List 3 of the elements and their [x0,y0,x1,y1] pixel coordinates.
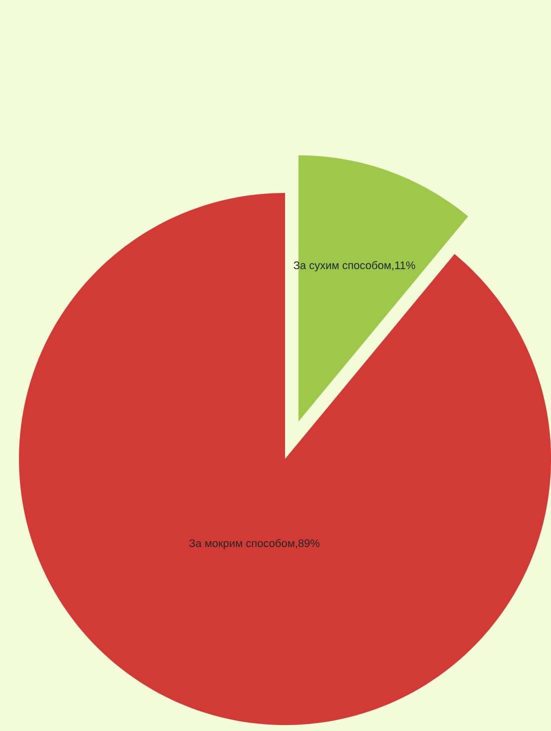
data-label: ,11% [392,261,416,270]
data-label: ,89% [296,539,320,548]
slice-label: За мокрим способом [189,538,294,550]
